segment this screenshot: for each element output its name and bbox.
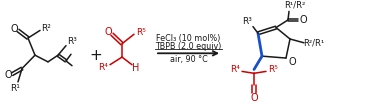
Text: R⁴: R⁴ <box>98 63 108 72</box>
Text: R⁴: R⁴ <box>230 65 240 74</box>
Text: O: O <box>250 93 258 103</box>
Text: R²/R¹: R²/R¹ <box>304 38 325 47</box>
Text: R⁵: R⁵ <box>136 28 146 37</box>
Text: TBPB (2.0 equiv): TBPB (2.0 equiv) <box>155 42 222 51</box>
Text: R¹/R²: R¹/R² <box>284 0 306 9</box>
Text: R²: R² <box>41 24 51 33</box>
Text: air, 90 °C: air, 90 °C <box>170 55 208 64</box>
Text: O: O <box>104 27 112 37</box>
Text: R¹: R¹ <box>10 84 20 93</box>
Text: FeCl₃ (10 mol%): FeCl₃ (10 mol%) <box>156 35 221 43</box>
Text: H: H <box>132 63 140 73</box>
Text: +: + <box>90 48 102 63</box>
Text: R⁵: R⁵ <box>268 65 278 74</box>
Text: R³: R³ <box>67 37 77 46</box>
Text: O: O <box>10 24 18 33</box>
Text: R³: R³ <box>242 17 252 26</box>
Text: O: O <box>299 15 307 25</box>
Text: O: O <box>4 70 12 80</box>
Text: O: O <box>288 57 296 67</box>
